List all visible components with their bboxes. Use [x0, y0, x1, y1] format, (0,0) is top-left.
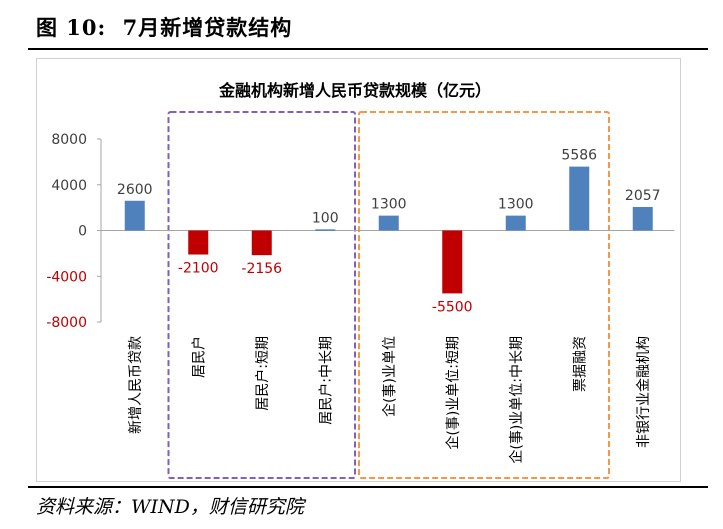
bars	[124, 166, 653, 294]
category-label: 票据融资	[572, 336, 588, 392]
y-tick-label: 0	[78, 224, 87, 240]
data-label: -2156	[241, 261, 282, 277]
y-tick-label: 8000	[51, 132, 87, 148]
category-label: 企(事)业单位:中长期	[508, 336, 525, 464]
chart-title: 金融机构新增人民币贷款规模（亿元）	[218, 81, 491, 100]
bottom-rule	[28, 486, 708, 488]
category-labels: 新增人民币贷款 居民户 居民户:短期 居民户:中长期 企(事)业单位 企(事)业单位:短期…	[128, 336, 652, 464]
category-label: 居民户:中长期	[317, 336, 334, 425]
group-boxes	[167, 111, 610, 479]
bar	[505, 215, 526, 231]
y-tick-label: 4000	[51, 178, 87, 194]
chart-frame	[36, 58, 681, 482]
bar	[188, 230, 209, 255]
group-box-purple	[167, 111, 356, 479]
bar	[124, 200, 145, 231]
bar	[378, 215, 399, 231]
category-label: 居民户	[190, 336, 207, 378]
y-tick-label: -4000	[46, 269, 87, 285]
data-label: -2100	[178, 261, 219, 277]
bar	[315, 229, 336, 231]
figure-title-text: 7月新增贷款结构	[122, 15, 293, 40]
category-label: 企(事)业单位:短期	[444, 336, 461, 450]
figure-title: 图 10: 7月新增贷款结构	[36, 12, 292, 42]
y-tick-label: -8000	[46, 315, 87, 331]
category-label: 非银行业金融机构	[636, 336, 652, 448]
top-rule	[28, 48, 708, 50]
bar	[632, 206, 653, 231]
data-label: 1300	[498, 197, 534, 213]
category-label: 居民户:短期	[254, 336, 271, 411]
category-label: 新增人民币贷款	[128, 336, 144, 434]
data-label: 5586	[561, 148, 597, 164]
data-label: 2057	[625, 188, 661, 204]
data-label: -5500	[432, 299, 473, 315]
bar	[442, 230, 463, 294]
category-label: 企(事)业单位	[381, 336, 398, 417]
figure-label: 图 10:	[36, 15, 107, 40]
data-label: 2600	[117, 182, 153, 198]
source-note: 资料来源：WIND，财信研究院	[36, 496, 304, 518]
data-labels: 2600 -2100 -2156 100 1300 -5500 1300 5586 2057	[117, 148, 661, 316]
group-box-orange	[358, 111, 610, 479]
bar	[569, 166, 590, 231]
bar	[251, 230, 272, 256]
data-label: 1300	[371, 197, 407, 213]
data-label: 100	[312, 210, 339, 226]
